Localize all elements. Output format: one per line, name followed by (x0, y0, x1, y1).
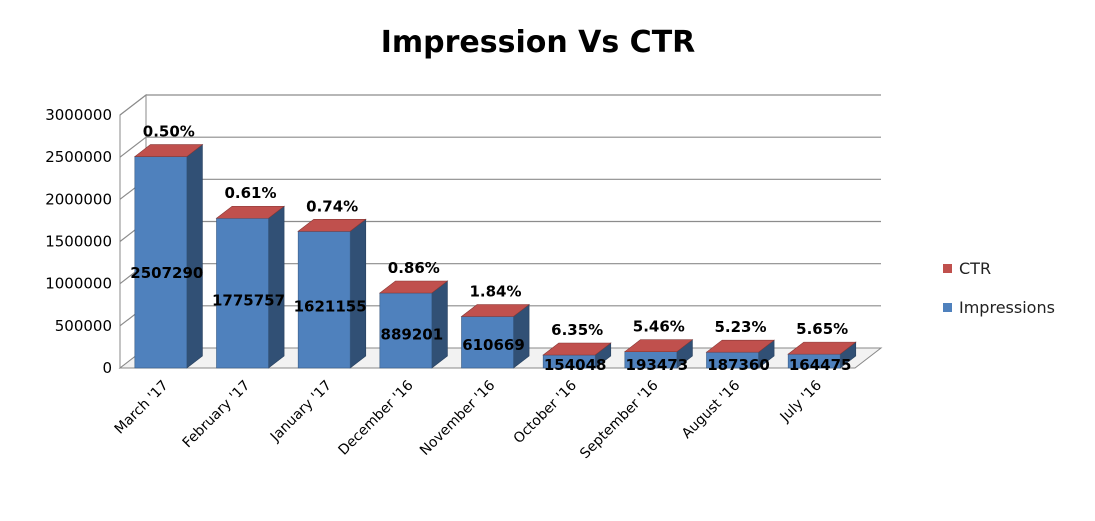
impression-value-label: 889201 (381, 325, 444, 343)
ctr-value-label: 0.74% (306, 197, 358, 215)
gridline (119, 136, 881, 158)
impression-value-label: 2507290 (130, 264, 203, 282)
bar-front (216, 217, 269, 369)
y-tick-label: 1500000 (45, 233, 112, 251)
y-tick-label: 0 (102, 359, 112, 377)
ctr-cap (215, 205, 285, 219)
x-tick-label: November '16 (417, 377, 498, 458)
bar (460, 303, 530, 369)
ctr-cap (705, 339, 775, 353)
legend-swatch (943, 303, 952, 312)
chart-title: Impression Vs CTR (381, 25, 696, 60)
bar (133, 143, 204, 369)
x-tick-label: October '16 (511, 377, 580, 446)
ctr-cap (297, 218, 367, 232)
x-tick-label: March '17 (112, 378, 172, 438)
x-tick-label: July '16 (777, 377, 825, 425)
ctr-value-label: 0.61% (224, 184, 276, 202)
legend: CTR Impressions (943, 259, 1055, 317)
y-tick-label: 500000 (55, 317, 112, 335)
bar-front (134, 156, 188, 369)
bars (133, 143, 857, 369)
x-axis: March '17 February '17 January '17 December… (112, 377, 825, 462)
impression-value-label: 154048 (544, 356, 607, 374)
y-tick-label: 1000000 (45, 275, 112, 293)
bar (378, 280, 449, 369)
bar (705, 339, 775, 369)
data-labels: 2507290 0.50% 1775757 0.61% 1621155 0.74% 8892… (130, 123, 851, 374)
impression-value-label: 610669 (462, 336, 525, 354)
ctr-cap (787, 341, 857, 355)
bar (542, 342, 612, 369)
ctr-cap (460, 304, 530, 317)
bar-front (461, 316, 514, 369)
bar (787, 341, 857, 369)
y-tick-label: 2000000 (45, 190, 112, 208)
bar (297, 218, 367, 369)
ctr-cap (133, 144, 204, 157)
bar-front (297, 230, 351, 369)
legend-label: CTR (959, 259, 991, 278)
ctr-value-label: 0.86% (388, 259, 440, 277)
bar (623, 339, 694, 369)
x-tick-label: February '17 (180, 378, 254, 452)
x-tick-label: January '17 (267, 378, 335, 446)
ctr-value-label: 5.23% (714, 318, 766, 336)
bar (215, 205, 285, 369)
ctr-value-label: 6.35% (551, 321, 603, 339)
ctr-cap (623, 339, 694, 352)
ctr-value-label: 5.65% (796, 320, 848, 338)
legend-label: Impressions (959, 298, 1055, 317)
impression-value-label: 193473 (626, 356, 689, 374)
impression-value-label: 1775757 (212, 292, 285, 310)
y-tick-label: 2500000 (45, 148, 112, 166)
impression-value-label: 1621155 (294, 297, 367, 315)
ctr-value-label: 1.84% (469, 283, 521, 301)
legend-swatch (943, 264, 952, 273)
bar-front (379, 292, 433, 369)
bar-side (268, 205, 285, 369)
y-axis: 0 500000 1000000 1500000 2000000 2500000 30000… (45, 106, 121, 377)
gridline (119, 94, 881, 116)
impression-value-label: 187360 (707, 356, 770, 374)
x-tick-label: September '16 (577, 377, 662, 462)
y-tick-label: 3000000 (45, 106, 112, 124)
impression-value-label: 164475 (789, 356, 852, 374)
ctr-value-label: 0.50% (143, 123, 195, 141)
ctr-value-label: 5.46% (633, 318, 685, 336)
ctr-cap (378, 280, 449, 294)
bar-side (349, 218, 367, 369)
bar-side (186, 143, 203, 369)
x-tick-label: December '16 (336, 377, 417, 458)
ctr-cap (542, 342, 612, 356)
x-tick-label: August '16 (679, 377, 743, 441)
